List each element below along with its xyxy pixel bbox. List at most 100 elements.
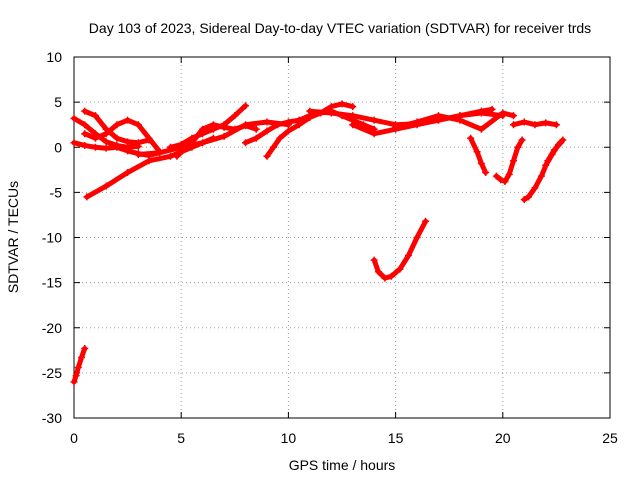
data-point xyxy=(91,143,99,151)
data-point xyxy=(231,112,239,120)
data-point xyxy=(72,372,80,380)
data-point xyxy=(173,152,181,160)
data-point xyxy=(134,150,142,158)
data-point xyxy=(381,274,389,282)
data-point xyxy=(338,100,346,108)
series-line xyxy=(543,137,566,168)
y-tick-label: -30 xyxy=(42,410,62,426)
series-line xyxy=(350,106,495,137)
data-point xyxy=(276,134,284,142)
data-point xyxy=(70,139,78,147)
data-point xyxy=(501,178,509,186)
data-point xyxy=(456,116,464,124)
data-point xyxy=(134,139,142,147)
series-arc-wave-b xyxy=(81,116,164,156)
data-point xyxy=(102,182,110,190)
series-arc-dip-20h xyxy=(492,136,526,186)
data-point xyxy=(81,107,89,115)
data-point xyxy=(81,345,89,353)
data-point xyxy=(510,157,518,165)
data-point xyxy=(370,116,378,124)
data-point xyxy=(499,109,507,117)
data-series xyxy=(70,100,567,386)
x-tick-label: 20 xyxy=(495,430,511,446)
data-point xyxy=(209,121,217,129)
x-axis-label: GPS time / hours xyxy=(289,457,396,473)
data-point xyxy=(525,193,533,201)
data-point xyxy=(284,127,292,135)
x-tick-label: 15 xyxy=(388,430,404,446)
data-point xyxy=(134,121,142,129)
data-point xyxy=(81,121,89,129)
data-point xyxy=(510,121,518,129)
data-point xyxy=(263,127,271,135)
y-tick-label: -15 xyxy=(42,275,62,291)
data-point xyxy=(252,125,260,133)
data-point xyxy=(514,143,522,151)
series-line xyxy=(264,108,377,159)
y-axis-label: SDTVAR / TECUs xyxy=(5,181,21,293)
data-point xyxy=(387,272,395,280)
series-arc-midday-c xyxy=(173,121,260,160)
data-point xyxy=(510,112,518,120)
data-point xyxy=(482,169,490,177)
data-point xyxy=(520,118,528,126)
data-point xyxy=(78,354,86,362)
data-point xyxy=(434,112,442,120)
data-point xyxy=(145,134,153,142)
data-point xyxy=(548,150,556,158)
series-arc-low-start xyxy=(70,345,89,386)
data-point xyxy=(70,114,78,122)
data-point xyxy=(252,134,260,142)
data-point xyxy=(269,143,277,151)
data-point xyxy=(306,107,314,115)
series-arc-dip-19h xyxy=(467,134,490,177)
x-tick-labels: 0 5 10 15 20 25 xyxy=(70,430,618,446)
data-point xyxy=(349,103,357,111)
grid-lines xyxy=(74,57,610,418)
data-point xyxy=(477,107,485,115)
data-point xyxy=(467,134,475,142)
y-tick-label: -25 xyxy=(42,365,62,381)
data-point xyxy=(413,118,421,126)
data-point xyxy=(124,138,132,146)
data-point xyxy=(327,109,335,117)
data-point xyxy=(370,256,378,264)
data-point xyxy=(306,113,314,121)
data-point xyxy=(81,141,89,149)
data-point xyxy=(124,169,132,177)
x-tick-label: 5 xyxy=(177,430,185,446)
data-point xyxy=(274,121,282,129)
data-point xyxy=(542,161,550,169)
data-point xyxy=(477,159,485,167)
data-point xyxy=(492,172,500,180)
data-point xyxy=(396,265,404,273)
data-point xyxy=(124,116,132,124)
data-point xyxy=(70,378,78,386)
data-point xyxy=(263,118,271,126)
series-line xyxy=(168,103,248,150)
data-point xyxy=(113,121,121,129)
chart-title: Day 103 of 2023, Sidereal Day-to-day VTE… xyxy=(89,20,591,36)
data-point xyxy=(74,363,82,371)
data-point xyxy=(242,102,250,110)
y-tick-label: 5 xyxy=(54,94,62,110)
data-point xyxy=(531,184,539,192)
data-point xyxy=(552,121,560,129)
y-tick-label: -5 xyxy=(50,184,63,200)
series-arc-wave-a xyxy=(81,107,153,147)
data-point xyxy=(242,139,250,147)
data-point xyxy=(83,193,91,201)
data-point xyxy=(220,123,228,131)
data-point xyxy=(199,125,207,133)
data-point xyxy=(537,172,545,180)
data-point xyxy=(81,130,89,138)
data-point xyxy=(542,119,550,127)
y-tick-label: 10 xyxy=(46,49,62,65)
data-point xyxy=(102,130,110,138)
data-point xyxy=(422,217,430,225)
data-point xyxy=(473,148,481,156)
series-arc-dip-15h xyxy=(370,217,430,282)
series-arc-late-a xyxy=(510,118,560,129)
